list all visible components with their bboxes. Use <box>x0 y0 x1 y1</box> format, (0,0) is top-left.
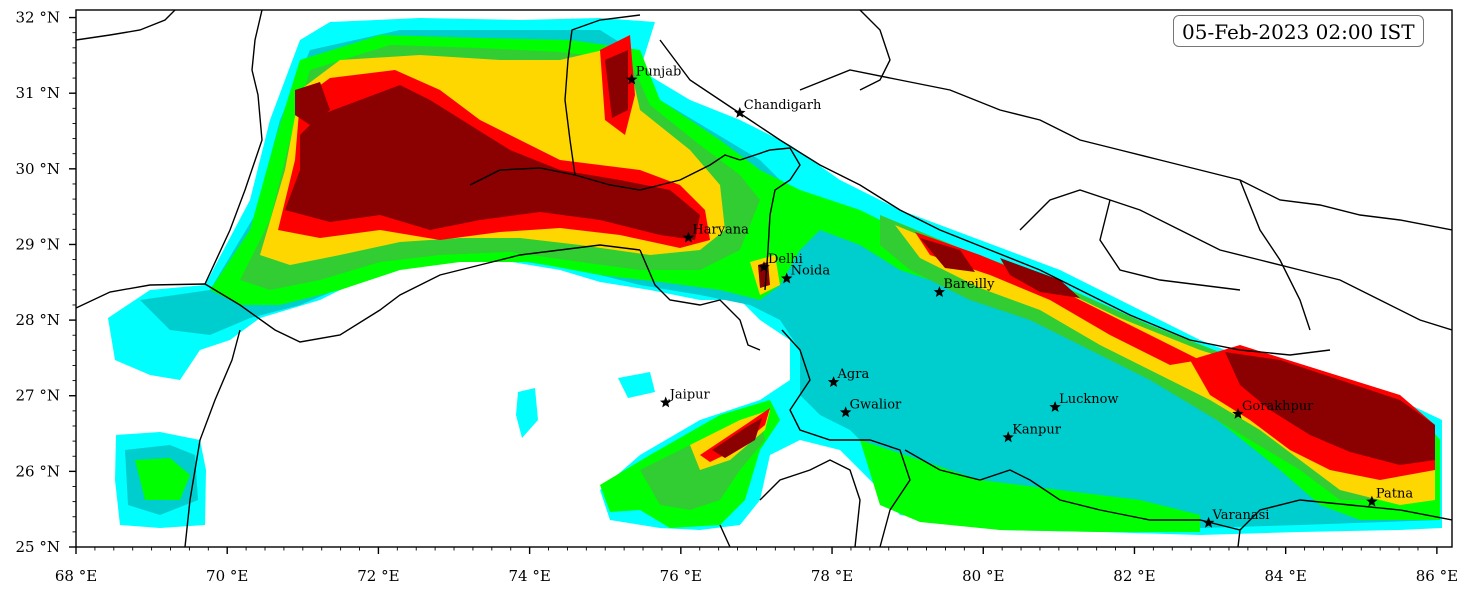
boundary-line <box>759 459 861 547</box>
boundary-line <box>1239 179 1311 331</box>
boundary-line <box>564 14 641 176</box>
boundary-line <box>1019 189 1452 331</box>
boundary-line <box>204 10 263 285</box>
city-label: Agra <box>837 367 870 382</box>
band-darkred <box>285 85 700 240</box>
x-tick-label: 80 °E <box>962 567 1004 585</box>
band-darkred-gorakhpur <box>1225 352 1435 465</box>
boundary-line <box>76 244 641 343</box>
boundary-line <box>781 329 911 547</box>
boundary-line <box>904 449 1452 531</box>
plot-frame <box>75 9 1453 548</box>
city-label: Punjab <box>636 65 682 80</box>
band-cyan-blob <box>516 388 538 438</box>
x-tick-label: 78 °E <box>811 567 853 585</box>
city-star-icon <box>1232 407 1244 419</box>
x-tick-label: 82 °E <box>1113 567 1155 585</box>
city-star-icon <box>1366 495 1378 507</box>
band-green-east <box>860 440 1200 532</box>
city-label: Haryana <box>692 223 749 238</box>
boundary-line <box>639 249 761 351</box>
boundary-line <box>76 10 176 41</box>
city-star-icon <box>933 286 946 297</box>
band-darkred-nw <box>295 82 330 125</box>
x-tick-label: 86 °E <box>1416 567 1458 585</box>
city-label: Jaipur <box>668 388 711 403</box>
y-tick-label: 31 °N <box>16 84 60 102</box>
band-darkred-bareilly <box>920 238 975 272</box>
city-label: Kanpur <box>1012 422 1062 437</box>
boundary-line <box>1099 199 1241 291</box>
axes: 68 °E 70 °E 72 °E 74 °E 76 °E 78 °E 80 °E 82 °E… <box>16 9 1459 585</box>
x-tick-label: 84 °E <box>1265 567 1307 585</box>
city-star-icon <box>1049 401 1061 412</box>
y-tick-label: 29 °N <box>16 235 60 253</box>
city-star-icon <box>1202 516 1215 528</box>
y-tick-label: 30 °N <box>16 160 60 178</box>
city-label: Delhi <box>768 252 803 267</box>
band-green-sw <box>135 458 190 500</box>
intensity-field <box>108 18 1442 535</box>
x-tick-label: 74 °E <box>508 567 550 585</box>
y-tick-label: 32 °N <box>16 9 60 27</box>
city-star-icon <box>734 106 746 118</box>
city-star-icon <box>839 406 852 418</box>
boundary-line <box>1237 529 1241 547</box>
city-label: Gwalior <box>850 397 902 412</box>
city-label: Gorakhpur <box>1242 399 1314 414</box>
city-star-icon <box>626 73 638 85</box>
band-darkred-south <box>712 418 762 458</box>
y-tick-label: 27 °N <box>16 387 60 405</box>
timestamp-box: 05-Feb-2023 02:00 IST <box>1173 15 1424 47</box>
x-tick-label: 68 °E <box>55 567 97 585</box>
city-star-icon <box>758 261 770 272</box>
city-label: Lucknow <box>1059 392 1119 407</box>
city-label: Chandigarh <box>744 98 822 113</box>
band-red-east <box>915 232 1200 365</box>
y-tick-label: 28 °N <box>16 311 60 329</box>
city-label: Bareilly <box>943 277 995 292</box>
city-label: Noida <box>791 264 831 279</box>
boundary-line <box>184 329 241 547</box>
city-star-icon <box>682 231 695 243</box>
map-canvas <box>76 10 1452 547</box>
y-tick-label: 25 °N <box>16 538 60 556</box>
x-tick-label: 70 °E <box>206 567 248 585</box>
band-darkred-nepal <box>1000 258 1080 298</box>
x-tick-label: 72 °E <box>357 567 399 585</box>
boundary-line <box>799 69 1452 231</box>
band-cyan-jaipur <box>618 372 655 398</box>
band-darkred-punjab <box>605 50 628 118</box>
city-star-icon <box>660 396 672 408</box>
boundary-line <box>469 154 741 191</box>
boundary-line <box>859 10 891 91</box>
boundary-line <box>739 147 801 291</box>
city-star-icon <box>781 272 793 284</box>
city-label: Varanasi <box>1212 508 1270 523</box>
boundary-line <box>719 524 731 547</box>
x-tick-label: 76 °E <box>660 567 702 585</box>
city-star-icon <box>827 376 840 387</box>
city-star-icon <box>1002 431 1014 443</box>
y-tick-label: 26 °N <box>16 462 60 480</box>
city-label: Patna <box>1376 487 1414 502</box>
